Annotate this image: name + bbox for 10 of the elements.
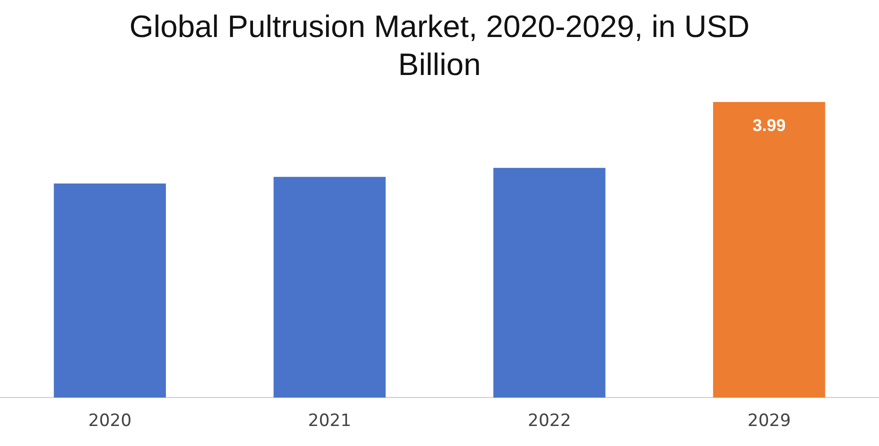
bar [713, 102, 826, 398]
data-label: 3.99 [752, 116, 786, 136]
bar [493, 168, 606, 398]
bar [274, 176, 386, 398]
x-tick-label: 2029 [747, 411, 791, 432]
x-tick-label: 2020 [88, 411, 132, 432]
bar [54, 183, 166, 398]
x-tick-label: 2022 [528, 411, 572, 432]
chart-title: Global Pultrusion Market, 2020-2029, in USD Billion [128, 8, 751, 84]
x-tick-label: 2021 [308, 411, 352, 432]
